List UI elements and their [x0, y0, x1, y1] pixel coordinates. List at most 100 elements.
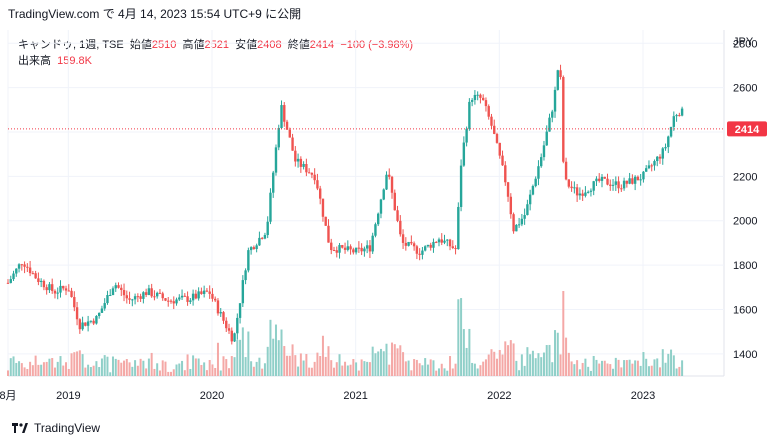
volume-bar: [418, 363, 421, 376]
candle-body: [332, 250, 336, 252]
volume-bar: [460, 298, 463, 376]
candle-body: [545, 131, 548, 146]
volume-bar: [484, 359, 487, 376]
candle-body: [227, 328, 231, 331]
volume-bar: [156, 363, 159, 376]
candle-body: [330, 242, 333, 251]
candle-body: [274, 147, 278, 173]
candle-body: [399, 220, 402, 235]
volume-bar: [515, 360, 518, 376]
volume-bar: [324, 356, 327, 376]
symbol-label: キャンドゥ, 1週, TSE: [18, 39, 124, 51]
price-tick-label: 1600: [733, 304, 757, 316]
candle-body: [233, 333, 236, 342]
volume-bar: [310, 367, 313, 376]
volume-bar: [432, 360, 435, 376]
volume-bar: [542, 352, 545, 376]
time-tick-label: 2022: [487, 390, 511, 402]
volume-bar: [81, 354, 84, 376]
candle-body: [385, 174, 388, 190]
volume-bar: [136, 365, 139, 376]
volume-bar: [366, 361, 369, 376]
volume-bar: [523, 365, 526, 376]
candle-body: [288, 129, 291, 138]
candle-body: [517, 224, 521, 226]
volume-bar: [252, 366, 255, 376]
candle-body: [647, 165, 651, 169]
time-tick-label: 2021: [343, 390, 367, 402]
volume-bar: [261, 368, 264, 376]
candle-body: [459, 165, 463, 207]
candle-body: [114, 285, 117, 289]
candle-body: [230, 330, 233, 342]
volume-bar: [92, 365, 95, 376]
volume-bar: [443, 368, 446, 376]
volume-bar: [437, 368, 440, 376]
open-label: 始値: [129, 39, 152, 51]
candle-body: [153, 296, 156, 298]
volume-bar: [374, 353, 377, 376]
volume-bar: [465, 347, 468, 376]
candle-body: [225, 320, 228, 329]
volume-bar: [645, 358, 648, 376]
volume-bar: [139, 358, 142, 376]
volume-bar: [603, 360, 606, 376]
footer-brand[interactable]: TradingView: [12, 421, 100, 435]
volume-bar: [545, 345, 548, 376]
volume-bar: [595, 359, 598, 376]
candle-body: [506, 182, 510, 197]
candle-body: [28, 267, 32, 274]
volume-bar: [379, 348, 382, 376]
close-value: 2414: [309, 39, 335, 51]
candle-body: [222, 312, 225, 321]
volume-bar: [402, 352, 405, 376]
candle-body: [117, 285, 120, 288]
volume-bar: [393, 344, 396, 376]
volume-bar: [70, 353, 73, 376]
candle-body: [410, 241, 413, 244]
volume-bar: [228, 368, 231, 376]
candle-body: [669, 126, 673, 137]
candle-body: [672, 116, 676, 127]
candle-body: [45, 287, 48, 291]
volume-bar: [280, 329, 283, 376]
volume-bar: [352, 359, 355, 376]
volume-bar: [377, 351, 380, 376]
candle-body: [150, 288, 153, 297]
volume-bar: [219, 370, 222, 376]
candle-body: [144, 292, 148, 295]
candle-body: [534, 178, 537, 187]
candle-body: [26, 266, 29, 268]
volume-bar: [236, 339, 239, 376]
time-tick-label: 2023: [631, 390, 655, 402]
volume-bar: [371, 346, 374, 376]
volume-bar: [286, 355, 289, 376]
volume-bars: [7, 291, 684, 376]
volume-bar: [446, 370, 449, 376]
candle-body: [241, 280, 245, 304]
candle-body: [589, 190, 593, 192]
volume-value: 159.8K: [57, 55, 92, 67]
volume-bar: [244, 357, 247, 376]
volume-bar: [570, 361, 573, 376]
candle-body: [53, 290, 57, 294]
candle-body: [205, 290, 209, 292]
candle-body: [327, 225, 330, 243]
candle-body: [352, 249, 355, 253]
candle-body: [454, 247, 457, 250]
candle-body: [84, 322, 87, 326]
candle-body: [313, 174, 316, 181]
candle-body: [448, 239, 452, 247]
volume-bar: [642, 352, 645, 376]
candle-body: [343, 247, 347, 250]
volume-bar: [59, 356, 62, 376]
candle-body: [272, 172, 275, 193]
volume-bar: [189, 368, 192, 376]
volume-bar: [158, 370, 161, 376]
volume-bar: [164, 361, 167, 376]
volume-bar: [634, 360, 637, 376]
candle-body: [415, 246, 419, 254]
volume-bar: [216, 342, 219, 376]
volume-bar: [170, 371, 173, 376]
